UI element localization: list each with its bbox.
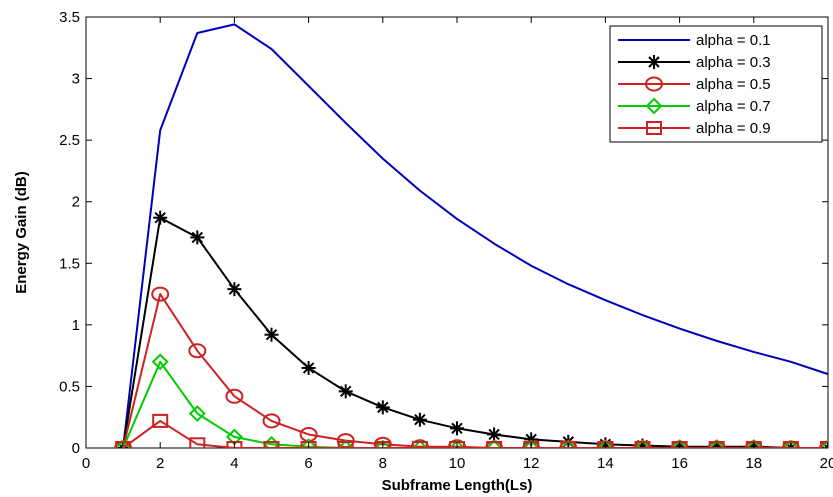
series-point [264,327,279,342]
series-point [708,439,726,448]
series-layer [114,23,828,448]
legend-item: alpha = 0.3 [618,54,771,71]
axes-layer: 0 2 4 6 8 10 12 14 16 18 20 0 0.5 1 1.5 2 2.5 3 3.5 [59,9,833,472]
x-tick-label: 10 [449,455,466,472]
x-tick-label: 20 [820,455,833,472]
x-tick-label: 4 [230,455,238,472]
series-point [263,441,280,448]
series-point [560,441,577,448]
x-tick-label: 8 [379,455,387,472]
series-point [300,438,318,448]
legend-marker [646,121,662,135]
legend-marker [647,55,661,69]
y-tick-label: 3 [72,71,80,88]
x-axis-label: Subframe Length(Ls) [382,477,533,494]
series-point [596,439,614,448]
series-point [411,439,429,448]
series-point [411,441,428,448]
y-tick-label: 1.5 [59,255,80,272]
y-tick-label: 0.5 [59,378,80,395]
series-point [337,441,354,448]
series-point [375,400,390,415]
series-point [485,439,503,448]
legend-item: alpha = 0.9 [618,120,771,137]
series-point [301,360,316,375]
legend-item: alpha = 0.1 [618,32,771,49]
series-point [782,439,800,448]
legend-marker [645,76,663,92]
series-point [338,384,353,399]
series-point [522,439,540,448]
series-point [374,439,392,448]
x-tick-label: 0 [82,455,90,472]
legend-item: alpha = 0.5 [618,76,771,93]
x-tick-label: 18 [745,455,762,472]
series-point [782,441,799,448]
series-point [819,439,828,448]
series-1 [122,23,828,448]
x-tick-label: 6 [304,455,312,472]
series-point [487,427,502,442]
series-point [634,439,651,448]
y-axis-label: Energy Gain (dB) [13,171,30,294]
x-tick-label: 14 [597,455,614,472]
series-clip-group [114,23,828,448]
series-point [115,441,132,448]
x-tick-label: 2 [156,455,164,472]
series-point [448,439,466,448]
legend-marker [645,97,663,115]
series-point [188,405,206,422]
series-point [151,353,169,371]
series-point [189,437,206,448]
series-point [188,343,207,359]
y-tick-label: 2.5 [59,132,80,149]
x-tick-label: 12 [523,455,540,472]
legend-label: alpha = 0.5 [696,76,771,93]
legend-label: alpha = 0.3 [696,54,771,71]
series-point [486,441,503,448]
series-point [708,441,725,448]
y-tick-label: 1 [72,317,80,334]
series-point [153,210,168,225]
series-point [227,282,242,297]
series-point [745,439,763,448]
series-point [337,439,355,448]
series-point [412,412,427,427]
series-point [151,286,170,302]
legend-label: alpha = 0.7 [696,98,771,115]
y-tick-label: 2 [72,194,80,211]
series-point [559,439,577,448]
series-point [262,413,281,429]
y-tick-label: 0 [72,440,80,457]
series-point [634,441,651,448]
series-point [190,230,205,245]
series-point [671,439,689,448]
legend-label: alpha = 0.9 [696,120,771,137]
series-point [225,388,244,404]
legend-item: alpha = 0.7 [618,97,771,115]
x-tick-label: 16 [671,455,688,472]
series-point [152,413,169,428]
series-point [450,421,464,436]
legend-label: alpha = 0.1 [696,32,771,49]
series-line [122,23,828,448]
y-tick-label: 3.5 [59,9,80,26]
legend: alpha = 0.1 alpha = 0.3 alpha = 0.5 alpha =… [609,25,823,143]
